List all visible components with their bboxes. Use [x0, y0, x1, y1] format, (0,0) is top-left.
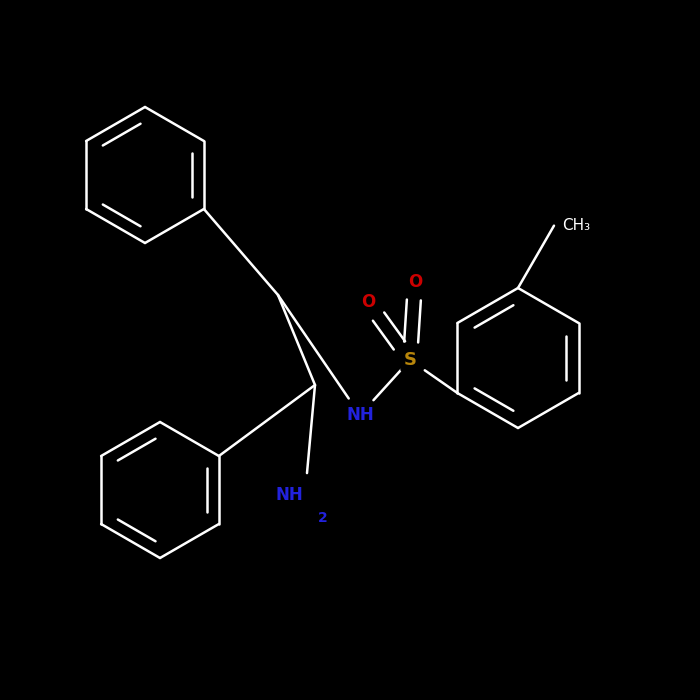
Text: NH: NH: [346, 406, 374, 424]
Text: O: O: [408, 273, 422, 291]
Text: S: S: [403, 351, 416, 369]
Text: 2: 2: [318, 511, 328, 525]
Text: O: O: [361, 293, 375, 311]
Text: CH₃: CH₃: [562, 218, 590, 233]
Text: NH: NH: [275, 486, 303, 504]
